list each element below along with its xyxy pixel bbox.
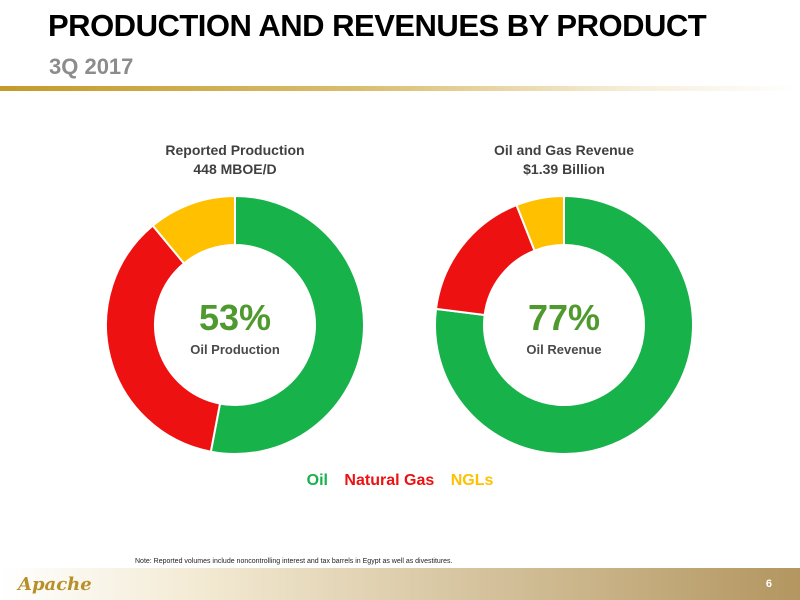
- donut-slice-natural-gas: [105, 224, 222, 453]
- production-donut-chart: [105, 194, 365, 455]
- revenue-chart-title: Oil and Gas Revenue: [493, 142, 635, 158]
- page-subtitle: 3Q 2017: [49, 54, 134, 79]
- revenue-donut-chart: [434, 194, 694, 455]
- donut-slice-ngls: [151, 194, 236, 265]
- production-center-value: 53%: [198, 297, 272, 338]
- production-chart-total: 448 MBOE/D: [193, 161, 277, 177]
- production-chart-heading: Reported Production 448 MBOE/D: [105, 141, 365, 179]
- donut-slice-oil: [434, 194, 694, 455]
- revenue-chart-heading: Oil and Gas Revenue $1.39 Billion: [434, 141, 694, 179]
- legend-ngls: NGLs: [450, 472, 494, 489]
- footer-bar: [0, 568, 800, 600]
- footnote: Note: Reported volumes include noncontro…: [135, 558, 453, 565]
- production-center-label: Oil Production: [190, 342, 280, 357]
- page-title: PRODUCTION AND REVENUES BY PRODUCT: [48, 8, 707, 43]
- revenue-center-value: 77%: [527, 297, 601, 338]
- legend-natural-gas: Natural Gas: [344, 472, 435, 489]
- production-chart-title: Reported Production: [165, 142, 305, 158]
- title-divider: [0, 86, 800, 91]
- revenue-chart-total: $1.39 Billion: [523, 161, 605, 177]
- apache-logo: Apache: [18, 574, 92, 595]
- page-number: 6: [765, 578, 772, 590]
- revenue-center-label: Oil Revenue: [526, 342, 602, 357]
- donut-slice-oil: [209, 194, 365, 455]
- donut-slice-ngls: [515, 194, 565, 252]
- chart-legend: Oil Natural Gas NGLs: [0, 472, 800, 490]
- legend-oil: Oil: [306, 472, 328, 489]
